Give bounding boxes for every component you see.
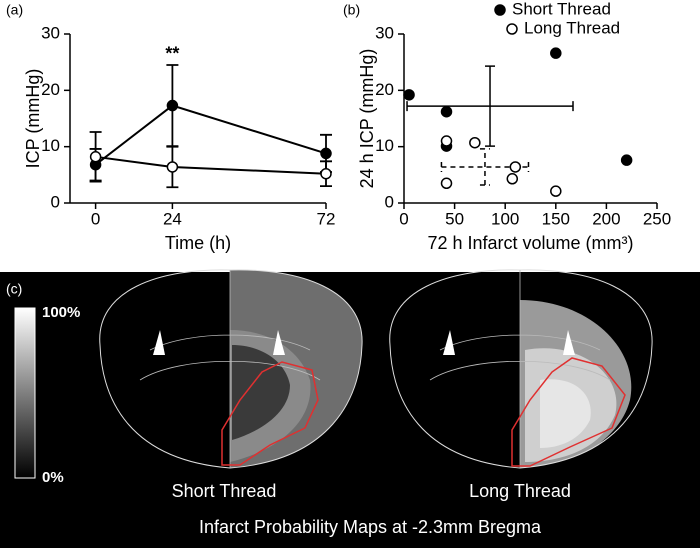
marker — [550, 47, 562, 59]
y-tick-label: 0 — [51, 192, 60, 211]
sd-bar-y — [485, 65, 496, 147]
y-axis-title: ICP (mmHg) — [23, 69, 43, 169]
x-tick-label: 72 — [317, 209, 336, 228]
annotation: ** — [165, 44, 179, 64]
y-tick-label: 20 — [41, 80, 60, 99]
marker — [509, 161, 522, 173]
y-tick-label: 0 — [385, 192, 394, 211]
marker — [550, 185, 562, 197]
y-tick-label: 10 — [375, 136, 394, 155]
panel-title: Infarct Probability Maps at -2.3mm Bregm… — [199, 517, 542, 537]
y-tick-label: 10 — [41, 136, 60, 155]
marker — [440, 135, 453, 147]
legend-label: Short Thread — [512, 0, 611, 18]
x-tick-label: 24 — [163, 209, 182, 228]
map-caption: Short Thread — [172, 481, 277, 501]
marker — [320, 147, 332, 160]
brain-map-left — [99, 269, 363, 469]
x-tick-label: 0 — [91, 209, 100, 228]
x-tick-label: 0 — [399, 209, 408, 228]
marker — [89, 151, 102, 163]
sd-bar-y — [479, 148, 490, 186]
marker — [440, 105, 453, 118]
panel-label: (c) — [6, 281, 22, 297]
marker — [166, 161, 179, 173]
x-tick-label: 150 — [542, 209, 570, 228]
colorbar — [14, 307, 36, 479]
panel-label: (a) — [6, 2, 23, 18]
line — [95, 155, 327, 175]
x-axis-title: 72 h Infarct volume (mm³) — [427, 233, 633, 253]
colorbar-label: 100% — [42, 304, 80, 321]
x-axis-title: Time (h) — [165, 233, 231, 253]
y-tick-label: 30 — [41, 23, 60, 42]
colorbar-label: 0% — [42, 469, 64, 486]
x-tick-label: 50 — [445, 209, 464, 228]
y-axis-title: 24 h ICP (mmHg) — [357, 49, 377, 189]
map-caption: Long Thread — [469, 481, 571, 501]
brain-map-right — [389, 269, 653, 469]
panel-label: (b) — [343, 2, 360, 18]
line — [94, 104, 327, 166]
marker — [320, 167, 332, 180]
x-tick-label: 100 — [491, 209, 519, 228]
marker — [620, 154, 633, 166]
y-tick-label: 20 — [375, 80, 394, 99]
x-tick-label: 200 — [592, 209, 620, 228]
legend-marker — [494, 4, 506, 16]
legend-label: Long Thread — [524, 18, 620, 37]
y-tick-label: 30 — [375, 23, 394, 42]
marker — [403, 89, 415, 101]
marker — [440, 177, 453, 190]
x-tick-label: 250 — [643, 209, 671, 228]
legend-marker — [506, 23, 518, 35]
marker — [166, 99, 179, 112]
marker — [506, 173, 519, 185]
marker — [469, 136, 481, 149]
